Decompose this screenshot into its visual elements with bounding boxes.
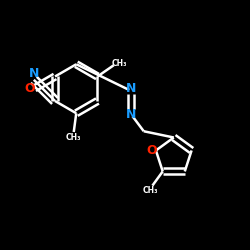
Text: CH₃: CH₃ bbox=[142, 186, 158, 195]
Text: N: N bbox=[126, 82, 136, 95]
Text: N: N bbox=[126, 108, 136, 121]
Text: CH₃: CH₃ bbox=[112, 59, 127, 68]
Text: N: N bbox=[29, 67, 39, 80]
Text: CH₃: CH₃ bbox=[66, 132, 82, 141]
Text: O: O bbox=[146, 144, 157, 157]
Text: O: O bbox=[24, 82, 35, 95]
